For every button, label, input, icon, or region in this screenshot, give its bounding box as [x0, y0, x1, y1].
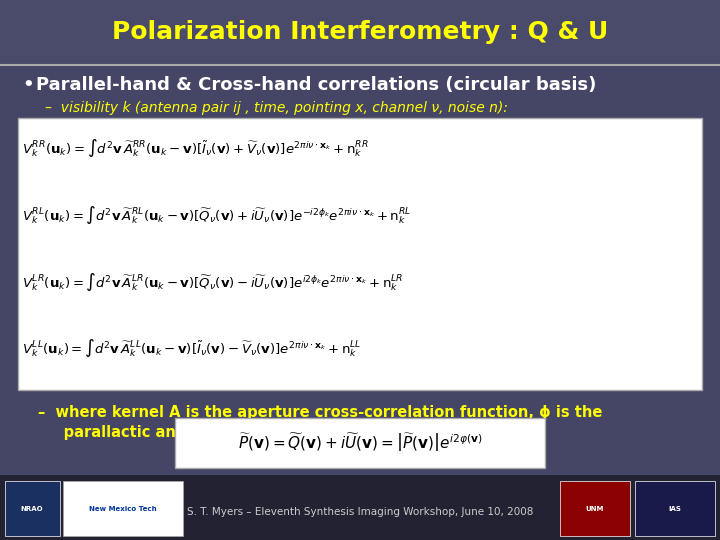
Text: is ϕ (the R-L phase difference): is ϕ (the R-L phase difference) — [126, 483, 393, 497]
Bar — [560, 481, 630, 536]
Text: parallactic angle, and: parallactic angle, and — [38, 424, 248, 440]
Text: •  the phase of: • the phase of — [22, 483, 156, 497]
Text: is the complex linear polarization: is the complex linear polarization — [233, 424, 515, 440]
Text: –  visibility k (antenna pair ij , time, pointing x, channel ν, noise n):: – visibility k (antenna pair ij , time, … — [45, 101, 508, 115]
Text: –  where kernel A is the aperture cross-correlation function, ϕ is the: – where kernel A is the aperture cross-c… — [38, 404, 603, 420]
Text: $V_k^{LL}(\mathbf{u}_k) = \int d^2\mathbf{v}\,\widetilde{A}_k^{LL}(\mathbf{u}_k : $V_k^{LL}(\mathbf{u}_k) = \int d^2\mathb… — [22, 337, 361, 359]
Text: $\widetilde{P}(\mathbf{v}) = \widetilde{Q}(\mathbf{v})+i\widetilde{U}(\mathbf{v}: $\widetilde{P}(\mathbf{v}) = \widetilde{… — [238, 431, 482, 454]
Text: UNM: UNM — [586, 506, 604, 512]
Text: P: P — [117, 483, 128, 497]
Bar — [0, 475, 720, 540]
Text: New Mexico Tech: New Mexico Tech — [89, 506, 157, 512]
Bar — [0, 65, 720, 475]
Bar — [175, 418, 545, 468]
Bar — [63, 481, 183, 536]
Bar — [635, 481, 715, 536]
Text: Polarization Interferometry : Q & U: Polarization Interferometry : Q & U — [112, 20, 608, 44]
Text: $V_k^{RR}(\mathbf{u}_k) = \int d^2\mathbf{v}\,\widetilde{A}_k^{RR}(\mathbf{u}_k : $V_k^{RR}(\mathbf{u}_k) = \int d^2\mathb… — [22, 137, 369, 159]
Text: Q+iU=P: Q+iU=P — [180, 424, 245, 440]
Bar — [0, 0, 720, 65]
Text: NRAO: NRAO — [21, 506, 43, 512]
Bar — [18, 118, 702, 390]
Bar — [5, 481, 60, 536]
Text: Parallel-hand & Cross-hand correlations (circular basis): Parallel-hand & Cross-hand correlations … — [36, 76, 596, 94]
Text: •: • — [22, 76, 34, 94]
Text: $V_k^{LR}(\mathbf{u}_k) = \int d^2\mathbf{v}\,\widetilde{A}_k^{LR}(\mathbf{u}_k : $V_k^{LR}(\mathbf{u}_k) = \int d^2\mathb… — [22, 271, 403, 293]
Text: S. T. Myers – Eleventh Synthesis Imaging Workshop, June 10, 2008: S. T. Myers – Eleventh Synthesis Imaging… — [186, 507, 534, 517]
Text: $V_k^{RL}(\mathbf{u}_k) = \int d^2\mathbf{v}\,\widetilde{A}_k^{RL}(\mathbf{u}_k : $V_k^{RL}(\mathbf{u}_k) = \int d^2\mathb… — [22, 204, 412, 226]
Text: IAS: IAS — [669, 506, 681, 512]
